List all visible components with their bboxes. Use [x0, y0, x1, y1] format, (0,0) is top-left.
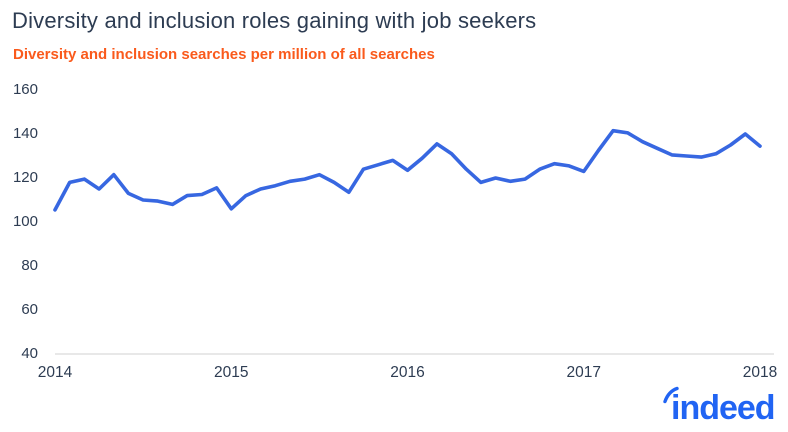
x-tick-label: 2017: [566, 364, 601, 381]
y-tick-label: 80: [21, 257, 38, 274]
y-tick-label: 40: [21, 345, 38, 362]
y-tick-label: 60: [21, 301, 38, 318]
x-tick-label: 2014: [37, 364, 73, 381]
y-tick-label: 160: [12, 81, 38, 98]
logo-wordmark: indeed: [671, 389, 775, 427]
chart-subtitle: Diversity and inclusion searches per mil…: [13, 46, 435, 63]
indeed-logo: indeed: [658, 384, 784, 427]
x-tick-label: 2016: [390, 364, 425, 381]
x-tick-label: 2015: [214, 364, 249, 381]
data-line-series: [53, 128, 762, 212]
x-tick-label: 2018: [742, 364, 778, 381]
y-tick-label: 100: [12, 213, 38, 230]
logo-swoosh-icon: [663, 386, 679, 404]
y-tick-label: 120: [12, 169, 38, 186]
chart-title: Diversity and inclusion roles gaining wi…: [12, 8, 537, 33]
y-tick-label: 140: [12, 125, 38, 142]
